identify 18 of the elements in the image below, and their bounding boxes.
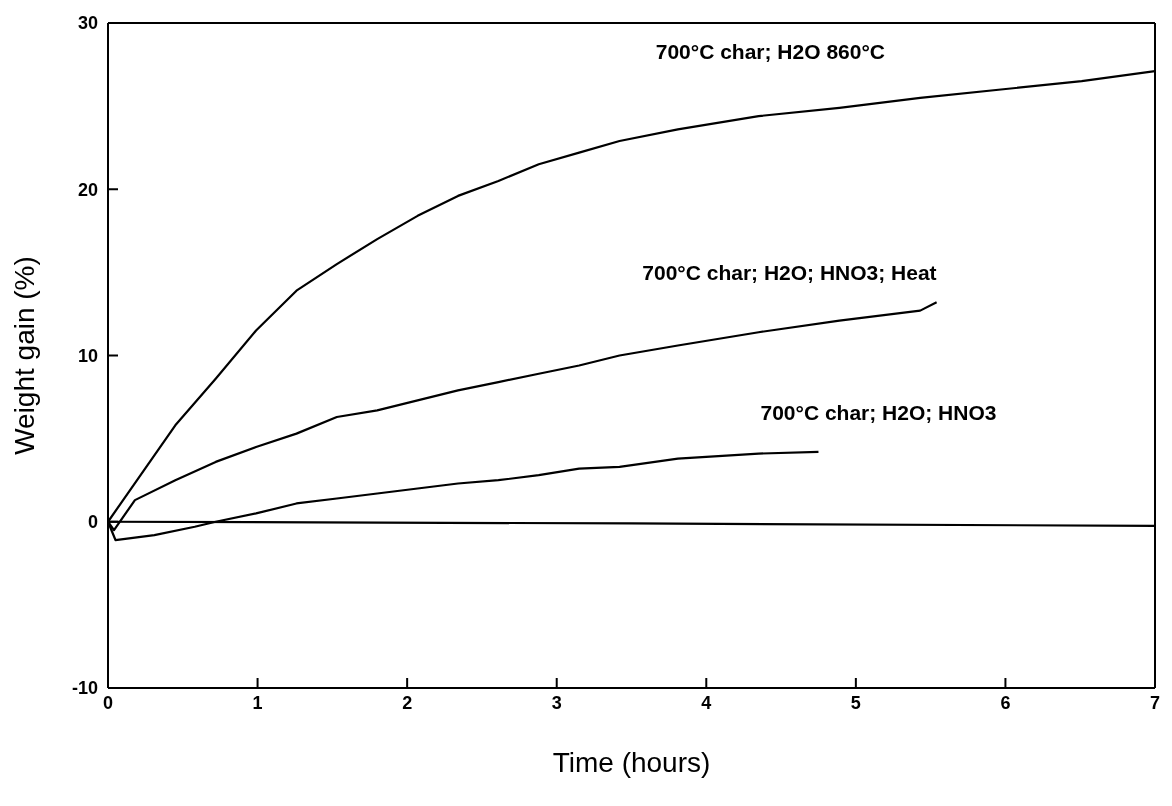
x-axis-title: Time (hours) bbox=[552, 747, 711, 778]
x-tick-label: 1 bbox=[252, 692, 263, 713]
y-tick-label: 0 bbox=[87, 512, 98, 533]
x-tick-label: 2 bbox=[402, 692, 413, 713]
x-tick-label: 5 bbox=[850, 692, 861, 713]
x-tick-label: 4 bbox=[701, 692, 712, 713]
x-tick-label: 0 bbox=[102, 692, 114, 713]
series-label: 700°C char; H2O; HNO3; Heat bbox=[642, 261, 937, 285]
x-tick-label: 6 bbox=[1000, 692, 1011, 713]
series-label: 700°C char; H2O 860°C bbox=[655, 40, 885, 64]
series-label: 700°C char; H2O; HNO3 bbox=[760, 400, 997, 424]
y-tick-label: 30 bbox=[77, 13, 98, 34]
y-tick-label: 20 bbox=[77, 179, 98, 200]
y-axis-title: Weight gain (%) bbox=[8, 256, 40, 455]
y-tick-label: -10 bbox=[71, 678, 98, 699]
y-tick-label: 10 bbox=[77, 345, 98, 366]
x-tick-label: 7 bbox=[1149, 692, 1161, 713]
x-tick-label: 3 bbox=[551, 692, 562, 713]
